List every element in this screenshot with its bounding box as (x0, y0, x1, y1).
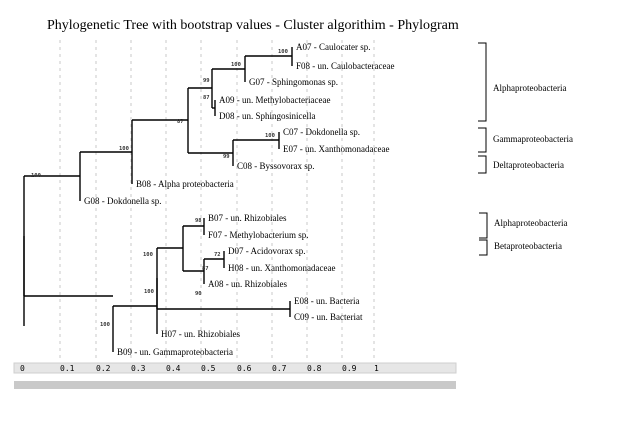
scale-tick-label: 0.4 (166, 364, 181, 373)
leaf-label: C09 - un. Bacteriat (294, 312, 363, 322)
scale-tick-label: 0.8 (307, 364, 322, 373)
bootstrap-value: 100 (119, 146, 129, 152)
leaf-label: G07 - Sphingomonas sp. (249, 77, 338, 87)
bootstrap-value: 72 (214, 252, 221, 258)
group-bracket (478, 42, 487, 122)
group-brackets: Alphaproteobacteria Gammaproteobacteria De… (478, 42, 573, 256)
bootstrap-value: 87 (202, 266, 209, 272)
leaf-label: E08 - un. Bacteria (294, 296, 359, 306)
leaf-labels: A07 - Caulocater sp. F08 - un. Caulobacte… (84, 42, 394, 357)
bootstrap-value: 100 (278, 49, 288, 55)
bootstrap-value: 100 (265, 133, 275, 139)
leaf-label: F07 - Methylobacterium sp. (208, 230, 309, 240)
bootstrap-value: 99 (203, 78, 210, 84)
scale-tick-label: 0.3 (131, 364, 146, 373)
scale-tick-label: 0.1 (60, 364, 75, 373)
group-bracket (478, 155, 487, 174)
leaf-label: D07 - Acidovorax sp. (228, 246, 306, 256)
bootstrap-value: 100 (143, 252, 153, 258)
scale-tick-label: 0.2 (96, 364, 111, 373)
group-label: Alphaproteobacteria (494, 218, 567, 228)
leaf-label: G08 - Dokdonella sp. (84, 196, 162, 206)
leaf-label: A07 - Caulocater sp. (296, 42, 370, 52)
leaf-label: B09 - un. Gammaproteobacteria (117, 347, 233, 357)
leaf-label: C07 - Dokdonella sp. (283, 127, 360, 137)
horizontal-scrollbar[interactable] (14, 381, 456, 389)
scale-tick-label: 0.7 (272, 364, 287, 373)
bootstrap-value: 100 (31, 173, 41, 179)
bootstrap-value: 100 (231, 62, 241, 68)
leaf-label: H07 - un. Rhizobiales (161, 329, 240, 339)
leaf-label: H08 - un. Xanthomonadaceae (228, 263, 335, 273)
leaf-label: C08 - Byssovorax sp. (237, 161, 315, 171)
group-bracket (479, 239, 488, 256)
bootstrap-value: 87 (177, 119, 184, 125)
scale-bar-track (13, 362, 457, 374)
bootstrap-value: 87 (203, 95, 210, 101)
scale-tick-label: 1 (374, 364, 379, 373)
scale-tick-label: 0.9 (342, 364, 357, 373)
bootstrap-value: 100 (144, 289, 154, 295)
group-label: Deltaproteobacteria (493, 160, 564, 170)
scale-tick-label: 0.6 (237, 364, 252, 373)
bootstrap-value: 100 (100, 322, 110, 328)
group-bracket (478, 127, 487, 153)
scale-tick-label: 0 (20, 364, 25, 373)
scale-tick-labels: 0 0.1 0.2 0.3 0.4 0.5 0.6 0.7 0.8 0.9 1 (20, 364, 379, 373)
leaf-label: D08 - un. Sphingosinicella (219, 111, 316, 121)
scale-bar[interactable]: 0 0.1 0.2 0.3 0.4 0.5 0.6 0.7 0.8 0.9 1 (13, 362, 457, 389)
leaf-label: B08 - Alpha proteobacteria (136, 179, 234, 189)
tree-branches (23, 47, 293, 352)
bootstrap-labels: 100 100 99 87 87 100 99 100 100 98 72 87 90 100 100 100 (31, 49, 288, 328)
group-label: Gammaproteobacteria (493, 134, 573, 144)
scale-tick-label: 0.5 (201, 364, 216, 373)
group-label: Betaproteobacteria (494, 241, 562, 251)
tree-title: Phylogenetic Tree with bootstrap values … (47, 18, 459, 33)
leaf-label: A09 - un. Methylobacteriaceae (219, 95, 330, 105)
group-bracket (479, 212, 488, 239)
leaf-label: A08 - un. Rhizobiales (208, 279, 287, 289)
leaf-label: E07 - un. Xanthomonadaceae (283, 144, 389, 154)
leaf-label: B07 - un. Rhizobiales (208, 213, 287, 223)
bootstrap-value: 99 (223, 154, 230, 160)
bootstrap-value: 90 (195, 291, 202, 297)
bootstrap-value: 98 (195, 218, 202, 224)
group-label: Alphaproteobacteria (493, 83, 566, 93)
leaf-label: F08 - un. Caulobacteraceae (296, 61, 394, 71)
